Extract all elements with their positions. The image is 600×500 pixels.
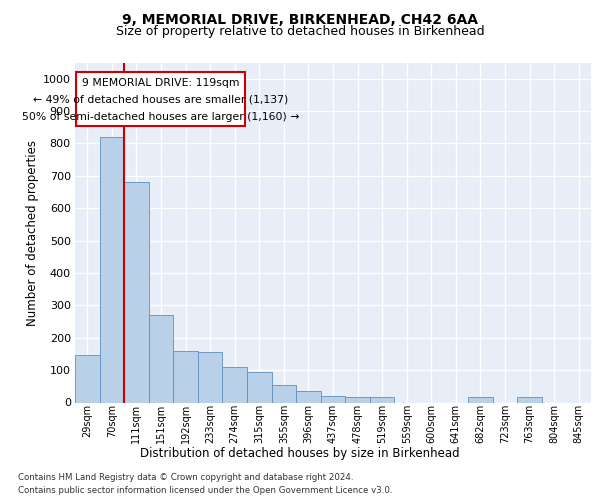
Bar [468, 396, 493, 402]
Bar [100, 137, 124, 402]
Text: 50% of semi-detached houses are larger (1,160) →: 50% of semi-detached houses are larger (… [22, 112, 299, 122]
Bar [345, 396, 370, 402]
Bar [296, 391, 321, 402]
Bar [272, 384, 296, 402]
Text: Distribution of detached houses by size in Birkenhead: Distribution of detached houses by size … [140, 448, 460, 460]
Text: Contains public sector information licensed under the Open Government Licence v3: Contains public sector information licen… [18, 486, 392, 495]
Bar [75, 355, 100, 403]
Bar [124, 182, 149, 402]
Bar [76, 72, 245, 126]
Bar [517, 396, 542, 402]
Text: 9, MEMORIAL DRIVE, BIRKENHEAD, CH42 6AA: 9, MEMORIAL DRIVE, BIRKENHEAD, CH42 6AA [122, 12, 478, 26]
Bar [198, 352, 223, 403]
Bar [223, 367, 247, 402]
Text: Size of property relative to detached houses in Birkenhead: Size of property relative to detached ho… [116, 25, 484, 38]
Bar [247, 372, 272, 402]
Bar [149, 315, 173, 402]
Bar [370, 396, 394, 402]
Text: Contains HM Land Registry data © Crown copyright and database right 2024.: Contains HM Land Registry data © Crown c… [18, 472, 353, 482]
Text: 9 MEMORIAL DRIVE: 119sqm: 9 MEMORIAL DRIVE: 119sqm [82, 78, 239, 88]
Bar [321, 396, 345, 402]
Text: ← 49% of detached houses are smaller (1,137): ← 49% of detached houses are smaller (1,… [33, 95, 288, 105]
Y-axis label: Number of detached properties: Number of detached properties [26, 140, 38, 326]
Bar [173, 350, 198, 403]
